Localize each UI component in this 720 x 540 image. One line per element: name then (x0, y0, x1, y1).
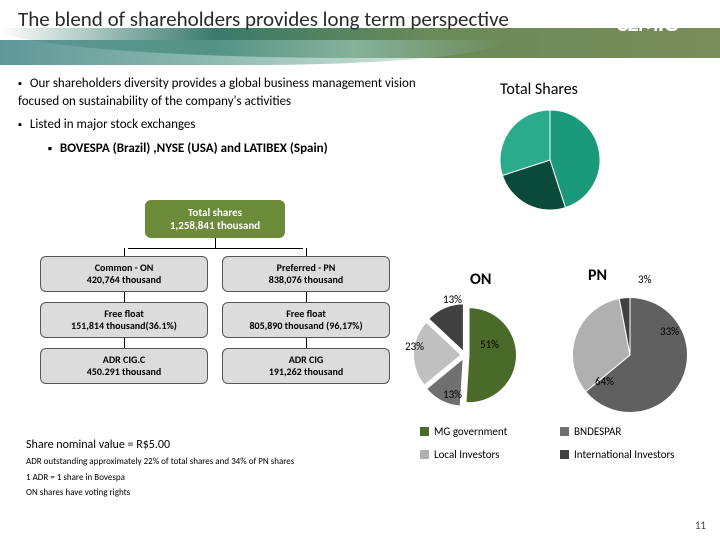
tree-pn-adr: ADR CIG191,262 thousand (222, 348, 390, 384)
legend-local: Local Investors (420, 448, 560, 461)
page-title: The blend of shareholders provides long … (18, 6, 509, 32)
tree-pn-float: Free float805,890 thousand (96,17%) (222, 302, 390, 338)
legend: MG government BNDESPAR Local Investors I… (420, 425, 700, 461)
tree-on-float: Free float151,814 thousand(36.1%) (40, 302, 208, 338)
footnotes: Share nominal value = R$5.00 ADR outstan… (26, 438, 294, 499)
footnote-1: ADR outstanding approximately 22% of tot… (26, 456, 294, 468)
tree-on-adr: ADR CIG.C450.291 thousand (40, 348, 208, 384)
on-label: ON (470, 270, 491, 289)
pie-total (490, 100, 610, 220)
on-pct-23: 23% (405, 340, 424, 353)
pn-pct-64: 64% (595, 375, 614, 388)
share-tree: Total shares1,258,841 thousand Common - … (40, 200, 390, 394)
pie-pn (555, 280, 705, 430)
on-pct-51: 51% (480, 338, 499, 351)
bullet-2-sub: BOVESPA (Brazil) ,NYSE (USA) and LATIBEX… (48, 140, 448, 158)
pn-pct-3: 3% (638, 273, 651, 286)
tree-col-on: Common - ON420,764 thousand Free float15… (40, 256, 208, 394)
logo: CEMIG (592, 8, 702, 38)
on-pct-13b: 13% (443, 388, 462, 401)
pn-pct-33: 33% (660, 325, 679, 338)
legend-bnd: BNDESPAR (560, 425, 700, 438)
bullet-2: Listed in major stock exchanges (18, 116, 418, 134)
footnote-2: 1 ADR = 1 share in Bovespa (26, 472, 294, 484)
tree-pn-header: Preferred - PN838,076 thousand (222, 256, 390, 292)
tree-on-header: Common - ON420,764 thousand (40, 256, 208, 292)
legend-mg: MG government (420, 425, 560, 438)
pie-total-label: Total Shares (500, 80, 578, 99)
on-pct-13a: 13% (443, 293, 462, 306)
nominal-value: Share nominal value = R$5.00 (26, 438, 294, 452)
tree-col-pn: Preferred - PN838,076 thousand Free floa… (222, 256, 390, 394)
legend-intl: International Investors (560, 448, 700, 461)
footnote-3: ON shares have voting rights (26, 487, 294, 499)
tree-root: Total shares1,258,841 thousand (145, 200, 285, 238)
page-number: 11 (695, 519, 706, 532)
bullet-1: Our shareholders diversity provides a gl… (18, 75, 418, 110)
pie-on (400, 290, 530, 420)
